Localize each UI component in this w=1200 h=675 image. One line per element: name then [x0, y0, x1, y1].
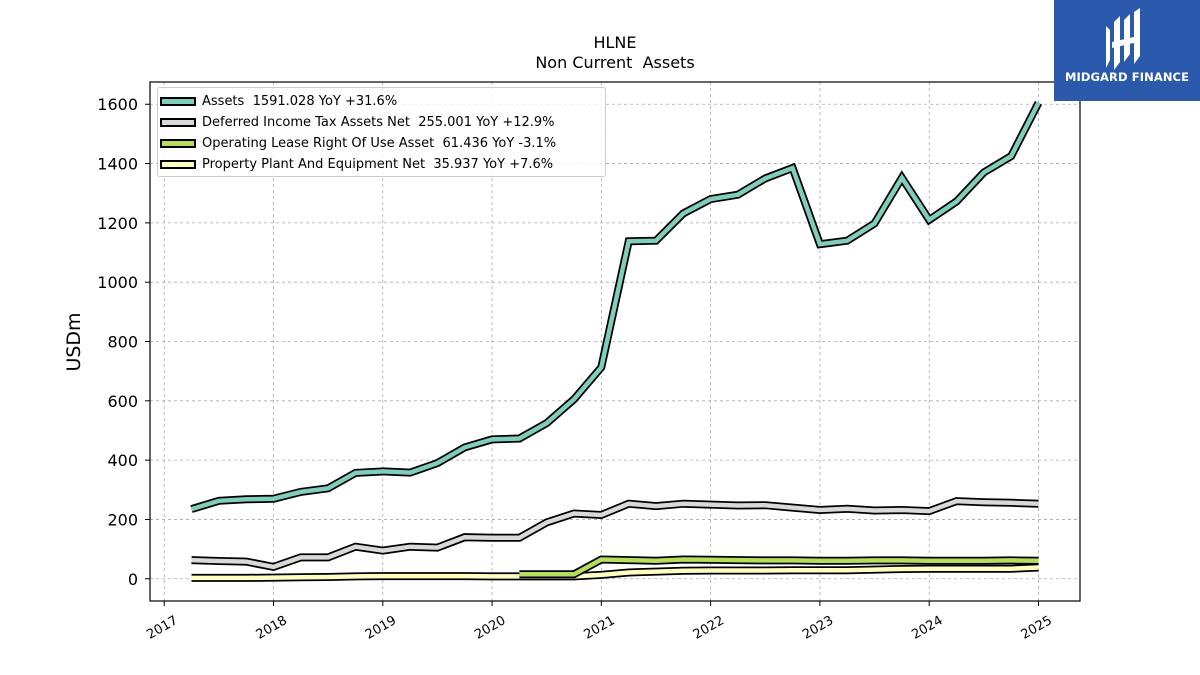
y-tick-label: 600 — [107, 392, 138, 411]
series-line-1 — [191, 497, 1039, 572]
y-axis-label: USDm — [63, 312, 85, 371]
legend-swatch-assets — [160, 96, 196, 106]
logo-mark-icon — [1106, 8, 1140, 70]
legend-label-ppe: Property Plant And Equipment Net 35.937 … — [202, 156, 554, 172]
x-tick-label: 2023 — [800, 613, 836, 643]
y-tick-label: 1400 — [97, 155, 138, 174]
legend-item-ppe: Property Plant And Equipment Net 35.937 … — [160, 154, 553, 174]
legend-item-deferred-income-tax: Deferred Income Tax Assets Net 255.001 Y… — [160, 112, 555, 132]
legend-swatch-deferred-income-tax — [160, 117, 196, 127]
y-tick-label: 400 — [107, 451, 138, 470]
legend-swatch-ppe — [160, 159, 196, 169]
chart-subtitle: Non Current Assets — [535, 53, 694, 72]
brand-logo: MIDGARD FINANCE — [1054, 0, 1200, 101]
y-tick-label: 0 — [128, 570, 138, 589]
y-tick-label: 1000 — [97, 273, 138, 292]
series-fill — [190, 101, 1041, 512]
x-tick-label: 2018 — [254, 613, 290, 643]
chart-title: HLNE — [593, 33, 636, 52]
series-line-2 — [519, 555, 1039, 579]
legend-label-assets: Assets 1591.028 YoY +31.6% — [202, 93, 398, 109]
legend-item-operating-lease: Operating Lease Right Of Use Asset 61.43… — [160, 133, 556, 153]
series-fill — [519, 557, 1039, 577]
x-tick-label: 2024 — [909, 613, 945, 643]
series-fill — [191, 498, 1039, 570]
legend-label-deferred-income-tax: Deferred Income Tax Assets Net 255.001 Y… — [202, 114, 555, 130]
x-tick-label: 2019 — [363, 613, 399, 643]
series-lines — [190, 100, 1043, 582]
x-tick-label: 2025 — [1019, 613, 1055, 643]
y-tick-label: 1600 — [97, 95, 138, 114]
y-tick-label: 1200 — [97, 214, 138, 233]
y-tick-label: 800 — [107, 333, 138, 352]
logo-text: MIDGARD FINANCE — [1064, 70, 1190, 84]
x-tick-label: 2017 — [144, 613, 180, 643]
legend-label-operating-lease: Operating Lease Right Of Use Asset 61.43… — [202, 135, 557, 151]
legend-item-assets: Assets 1591.028 YoY +31.6% — [160, 91, 397, 111]
series-fill — [191, 565, 1039, 581]
x-tick-label: 2022 — [691, 613, 727, 643]
series-line-0 — [190, 100, 1043, 513]
legend-swatch-operating-lease — [160, 138, 196, 148]
x-tick-label: 2021 — [582, 613, 618, 643]
x-tick-label: 2020 — [472, 613, 508, 643]
y-tick-label: 200 — [107, 510, 138, 529]
series-line-3 — [191, 563, 1039, 582]
chart-legend: Assets 1591.028 YoY +31.6% Deferred Inco… — [157, 87, 606, 177]
